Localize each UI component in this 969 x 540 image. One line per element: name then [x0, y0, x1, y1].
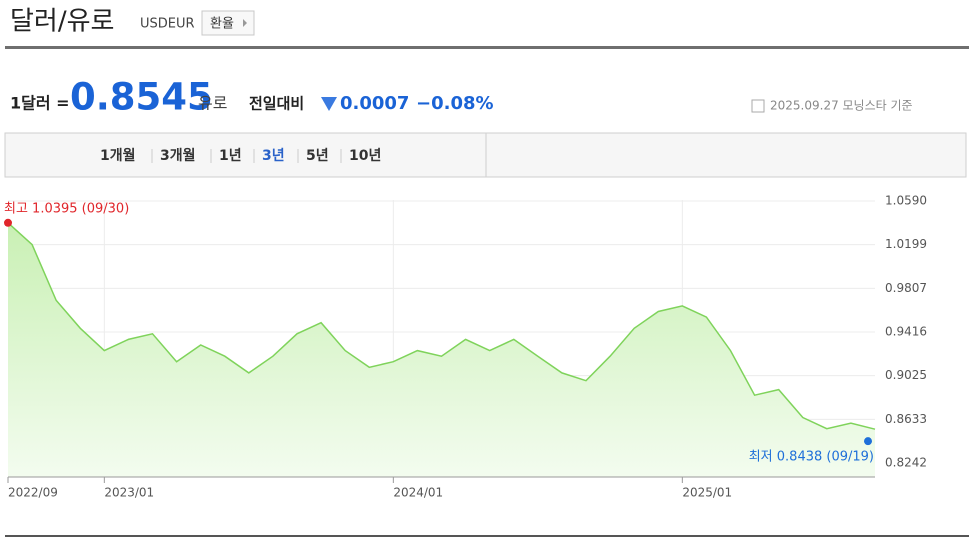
unit: 유로: [198, 94, 227, 113]
y-tick-label: 1.0590: [885, 194, 927, 208]
max-label: 최고 1.0395 (09/30): [4, 201, 129, 216]
price-prefix: 1달러 =: [10, 94, 70, 113]
y-tick-label: 0.9807: [885, 281, 927, 295]
y-tick-label: 1.0199: [885, 237, 927, 251]
source-icon: [751, 99, 765, 113]
page-title: 달러/유로: [10, 7, 114, 37]
down-arrow: [321, 97, 337, 111]
area: [8, 222, 875, 477]
x-tick-label: 2023/01: [104, 486, 154, 500]
button-arrow: [243, 19, 247, 27]
y-tick-label: 0.8242: [885, 456, 927, 470]
line: [7, 222, 876, 430]
change-pct: −0.08%: [416, 93, 494, 114]
y-tick-label: 0.9416: [885, 325, 927, 339]
button-label[interactable]: 환율: [210, 17, 234, 32]
y-tick-label: 0.9025: [885, 368, 927, 382]
tab[interactable]: 5년: [306, 148, 329, 164]
tab[interactable]: 3개월: [160, 147, 196, 164]
tab[interactable]: 1년: [219, 148, 242, 164]
change-label: 전일대비: [249, 95, 304, 113]
chart: 1.0590 1.0199 0.9807 0.9416 0.9025 0.8633 0.82…: [4, 194, 927, 500]
min-point: [864, 437, 872, 446]
tab[interactable]: 10년: [349, 148, 381, 164]
price: 0.8545: [70, 76, 213, 119]
source: 2025.09.27 모닝스타 기준: [770, 99, 913, 113]
tabs: 1개월 3개월 1년 3년 5년 10년: [100, 147, 381, 164]
x-tick-label: 2022/09: [8, 486, 58, 500]
bottom-divider: [5, 535, 969, 537]
max-point: [4, 218, 12, 227]
min-label: 최저 0.8438 (09/19): [749, 450, 874, 465]
tab[interactable]: 1개월: [100, 147, 136, 164]
divider: [5, 46, 969, 49]
y-tick-label: 0.8633: [885, 412, 927, 426]
change: 0.0007: [340, 93, 409, 114]
code: USDEUR: [140, 17, 195, 32]
x-tick-label: 2025/01: [682, 486, 732, 500]
x-tick-label: 2024/01: [393, 486, 443, 500]
tab[interactable]: 3년: [262, 148, 285, 164]
